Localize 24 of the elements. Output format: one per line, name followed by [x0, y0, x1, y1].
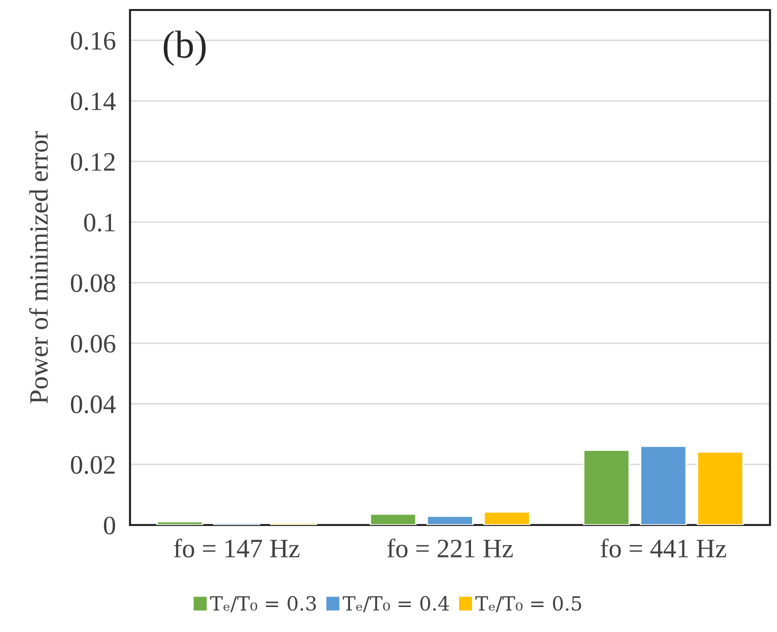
y-tick-label: 0.04 [70, 395, 116, 414]
y-axis-title: Power of minimized error [29, 131, 48, 404]
x-tick-label: fo = 147 Hz [174, 538, 300, 558]
legend-label: Tₑ/T₀ = 0.4 [342, 596, 449, 612]
legend-label: Tₑ/T₀ = 0.5 [475, 596, 582, 612]
bar [483, 511, 530, 525]
bar [696, 451, 744, 525]
y-tick-label: 0.02 [70, 456, 115, 474]
y-tick-label: 0.16 [70, 32, 116, 50]
annotation: (b) [164, 30, 206, 66]
legend-label: Tₑ/T₀ = 0.3 [210, 596, 316, 612]
y-tick-label: 0.08 [70, 274, 116, 292]
y-tick-label: 0.06 [70, 334, 116, 353]
x-tick-label: fo = 441 Hz [600, 538, 726, 558]
y-tick-label: 0.12 [70, 153, 115, 171]
y-tick-label: 0.14 [70, 92, 116, 110]
bar [370, 513, 417, 525]
bar [640, 446, 687, 525]
y-tick-label: 0.1 [84, 214, 115, 232]
bar [156, 520, 204, 525]
x-tick-label: fo = 221 Hz [387, 538, 513, 558]
bar [426, 516, 474, 525]
bar [582, 449, 630, 525]
y-tick-label: 0 [104, 516, 116, 534]
